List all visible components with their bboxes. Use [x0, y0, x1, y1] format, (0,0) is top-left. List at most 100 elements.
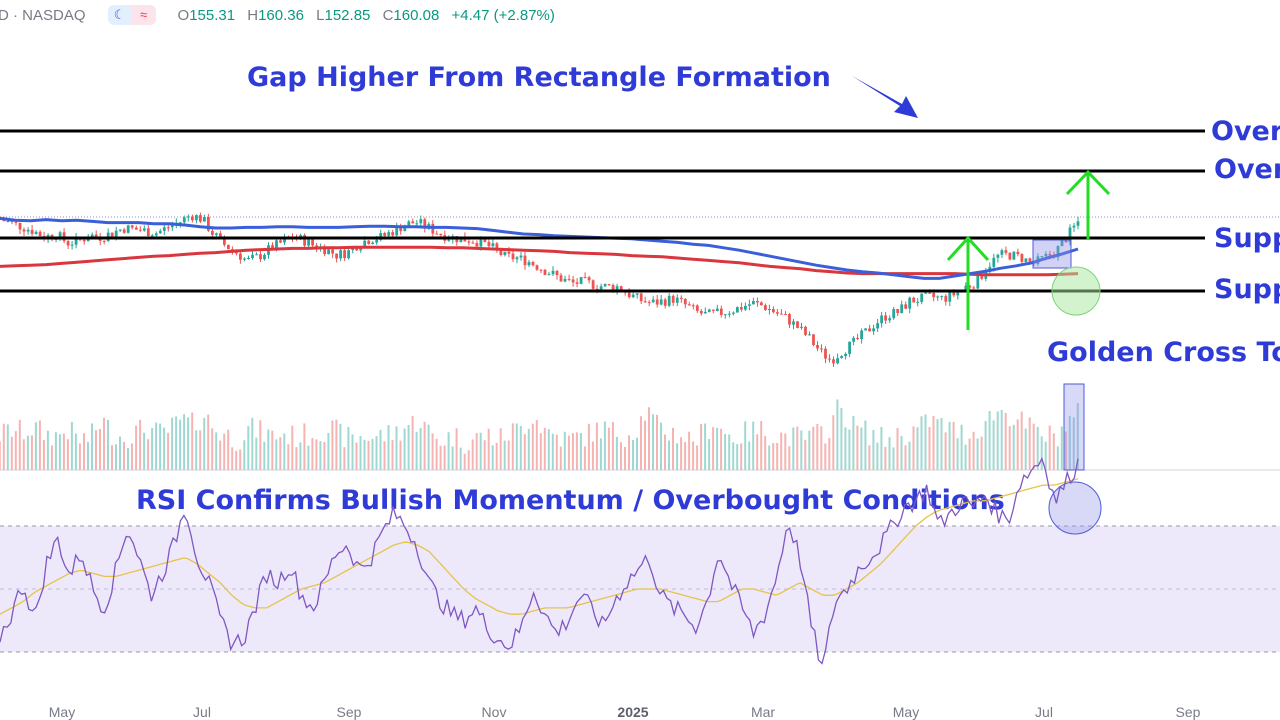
- volume-bar: [171, 417, 174, 470]
- candle: [892, 306, 896, 320]
- volume-bar: [1020, 411, 1023, 470]
- volume-bar: [411, 416, 414, 470]
- measured-move-arrow-2: [1065, 169, 1111, 240]
- chart-header: D · NASDAQ ☾ ≈ O155.31 H160.36 L152.85 C…: [0, 0, 1280, 30]
- candle: [976, 274, 980, 289]
- volume-bar: [159, 423, 162, 470]
- volume-bar: [644, 420, 646, 470]
- volume-bar: [1068, 415, 1071, 470]
- candle: [66, 239, 70, 249]
- volume-bar: [399, 440, 402, 470]
- candle: [772, 306, 775, 314]
- volume-bar: [559, 446, 562, 470]
- volume-bar: [231, 447, 234, 470]
- candle: [876, 319, 879, 332]
- candle: [539, 269, 543, 274]
- volume-bar: [62, 433, 65, 470]
- candle: [491, 239, 495, 248]
- volume-bar: [620, 442, 622, 470]
- volume-bar: [708, 439, 711, 470]
- candle: [736, 306, 739, 313]
- candle: [239, 250, 242, 264]
- x-tick-label: Jul: [193, 704, 211, 720]
- candle: [487, 238, 491, 249]
- candle: [347, 248, 350, 260]
- candle: [663, 297, 667, 309]
- volume-bar: [628, 435, 630, 470]
- volume-bar: [87, 442, 89, 470]
- rsi-line: [0, 456, 1079, 665]
- candle: [543, 269, 547, 276]
- volume-bar: [111, 445, 113, 470]
- volume-bar: [872, 430, 875, 470]
- candle: [936, 295, 940, 301]
- candle: [639, 292, 643, 304]
- candle: [1056, 245, 1060, 261]
- volume-bar: [347, 427, 350, 470]
- candle: [932, 291, 936, 302]
- volume-bar: [255, 437, 258, 470]
- volume-bar: [720, 428, 723, 470]
- volume-highlight-box: [1063, 383, 1085, 471]
- volume-bar: [571, 433, 574, 470]
- candle: [764, 303, 767, 311]
- candle: [547, 271, 551, 276]
- volume-bar: [2, 423, 5, 470]
- volume-bar: [387, 425, 390, 470]
- volume-bar: [724, 434, 727, 470]
- volume-bar: [103, 417, 105, 470]
- volume-bar: [956, 438, 959, 470]
- volume-bar: [383, 441, 386, 470]
- x-tick-label: Mar: [751, 704, 775, 720]
- volume-bar: [263, 441, 266, 470]
- volume-bar: [371, 439, 374, 470]
- volume-bar: [271, 430, 274, 470]
- volume-bar: [816, 423, 819, 470]
- candle: [38, 230, 42, 237]
- candle: [659, 295, 663, 306]
- candle: [756, 297, 759, 307]
- support-label-1: Supp: [1214, 223, 1280, 254]
- volume-bar: [119, 436, 121, 470]
- volume-bar: [1048, 425, 1051, 470]
- candle: [880, 311, 883, 328]
- volume-bar: [471, 439, 474, 470]
- wave-icon[interactable]: ≈: [131, 5, 156, 25]
- volume-bar: [555, 434, 558, 470]
- volume-bar: [764, 436, 767, 470]
- volume-bar: [936, 419, 939, 470]
- volume-bar: [712, 427, 715, 470]
- candle: [840, 355, 843, 359]
- volume-bar: [243, 440, 246, 470]
- volume-bar: [463, 453, 466, 470]
- candle: [30, 225, 34, 237]
- volume-bar: [427, 424, 430, 470]
- volume-bar: [507, 440, 510, 470]
- volume-bar: [143, 432, 146, 470]
- volume-bar: [1076, 403, 1079, 470]
- volume-bar: [34, 422, 37, 470]
- candle: [675, 294, 679, 307]
- volume-bar: [267, 429, 270, 470]
- volume-bar: [123, 442, 125, 470]
- volume-bar: [992, 420, 995, 470]
- x-tick-label: May: [49, 704, 75, 720]
- volume-bar: [223, 433, 226, 470]
- volume-bar: [932, 416, 935, 470]
- overhead-label-1: Over: [1211, 116, 1280, 147]
- volume-bar: [824, 443, 827, 470]
- candle: [583, 272, 587, 279]
- volume-bar: [415, 431, 418, 470]
- candle: [812, 334, 815, 347]
- volume-bar: [403, 428, 406, 470]
- volume-bar: [191, 412, 194, 470]
- volume-bar: [527, 428, 530, 470]
- symbol-exchange[interactable]: D · NASDAQ: [0, 6, 86, 24]
- volume-bar: [283, 433, 286, 470]
- open-value: 155.31: [189, 6, 236, 24]
- moon-icon[interactable]: ☾: [107, 5, 132, 25]
- volume-bar: [303, 423, 306, 470]
- indicator-toggle-group[interactable]: ☾ ≈: [107, 5, 156, 25]
- volume-bar: [1032, 423, 1035, 470]
